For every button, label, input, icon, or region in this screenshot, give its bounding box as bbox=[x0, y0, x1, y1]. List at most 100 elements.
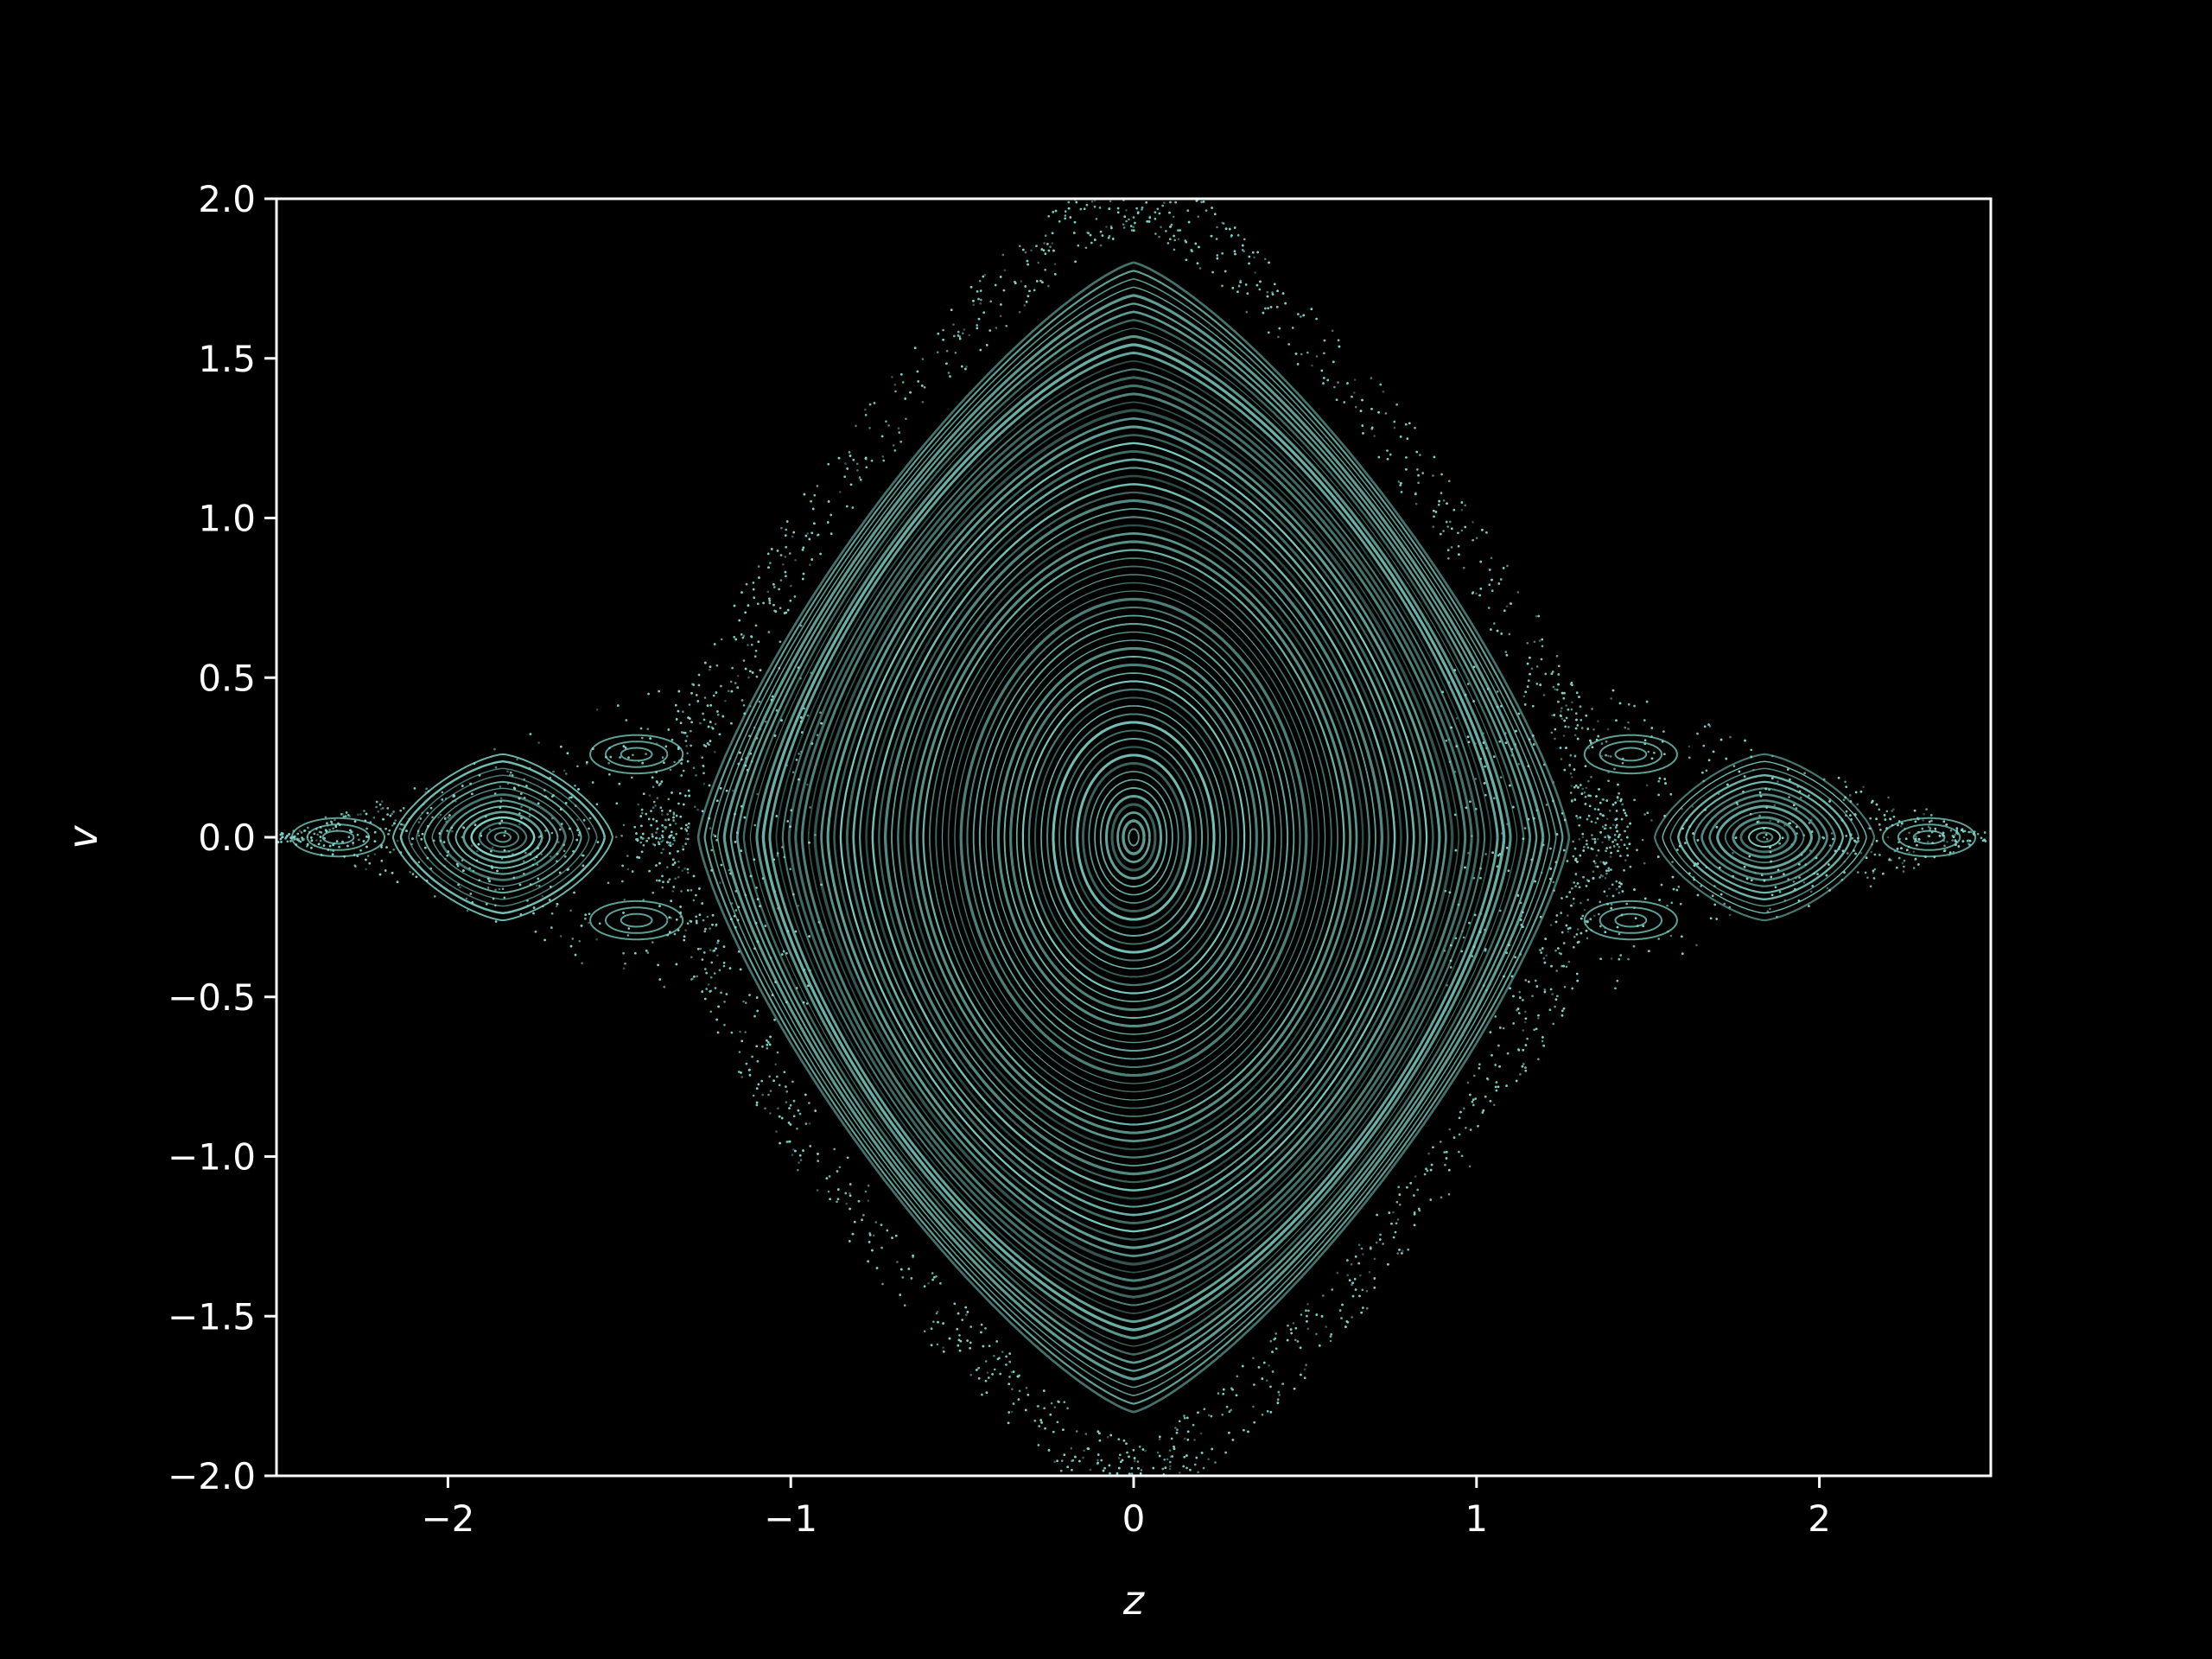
chaotic-sea-point bbox=[734, 890, 738, 893]
chaotic-sea-point bbox=[1393, 420, 1395, 423]
chaotic-sea-point bbox=[1552, 880, 1555, 884]
chaotic-sea-point bbox=[1609, 846, 1611, 849]
chaotic-sea-point bbox=[864, 414, 868, 416]
chaotic-sea-point bbox=[1437, 503, 1440, 506]
chaotic-sea-point bbox=[588, 921, 590, 925]
chaotic-sea-point bbox=[440, 830, 442, 832]
chaotic-sea-point bbox=[779, 640, 782, 643]
chaotic-sea-point bbox=[1544, 672, 1548, 676]
chaotic-sea-point bbox=[585, 762, 588, 766]
chaotic-sea-point bbox=[1624, 830, 1626, 833]
chaotic-sea-point bbox=[316, 833, 319, 836]
chaotic-sea-point bbox=[1862, 785, 1865, 789]
chaotic-sea-point bbox=[734, 925, 737, 929]
chaotic-sea-point bbox=[1523, 827, 1527, 830]
chaotic-sea-point bbox=[1463, 566, 1465, 569]
chaotic-sea-point bbox=[799, 677, 802, 680]
chaotic-sea-point bbox=[1976, 832, 1980, 836]
chaotic-sea-point bbox=[1571, 887, 1573, 890]
chaotic-sea-point bbox=[1705, 769, 1708, 772]
central-island-curve bbox=[865, 474, 1402, 1200]
chaotic-sea-point bbox=[1794, 887, 1796, 891]
chaotic-sea-point bbox=[1832, 837, 1834, 841]
chaotic-sea-point bbox=[663, 825, 666, 829]
chaotic-sea-point bbox=[528, 808, 531, 811]
chaotic-sea-point bbox=[1872, 871, 1875, 874]
chaotic-sea-point bbox=[1777, 780, 1779, 783]
chaotic-sea-point bbox=[1522, 695, 1526, 698]
chaotic-sea-point bbox=[1005, 1363, 1007, 1366]
chaotic-sea-point bbox=[595, 709, 599, 711]
chaotic-sea-point bbox=[318, 830, 321, 834]
chaotic-sea-point bbox=[1700, 885, 1702, 887]
chaotic-sea-point bbox=[769, 957, 772, 959]
chaotic-sea-point bbox=[1898, 837, 1901, 841]
chaotic-sea-point bbox=[1688, 745, 1691, 748]
chaotic-sea-point bbox=[510, 771, 512, 774]
chaotic-sea-point bbox=[1575, 933, 1579, 936]
chaotic-sea-point bbox=[1535, 683, 1539, 685]
chaotic-sea-point bbox=[1583, 846, 1586, 849]
chaotic-sea-point bbox=[715, 664, 719, 667]
chaotic-sea-point bbox=[855, 462, 859, 466]
chaotic-sea-point bbox=[1590, 776, 1592, 779]
chaotic-sea-point bbox=[1186, 209, 1190, 212]
chaotic-sea-point bbox=[1589, 918, 1592, 920]
chaotic-sea-point bbox=[844, 1192, 848, 1195]
chaotic-sea-point bbox=[1702, 744, 1706, 747]
chaotic-sea-point bbox=[1681, 807, 1683, 810]
chaotic-sea-point bbox=[1447, 557, 1450, 560]
chaotic-sea-point bbox=[1591, 834, 1593, 836]
chaotic-sea-point bbox=[870, 459, 874, 462]
chaotic-sea-point bbox=[675, 832, 677, 836]
chaotic-sea-point bbox=[867, 1260, 870, 1263]
chaotic-sea-point bbox=[1236, 234, 1240, 237]
chaotic-sea-point bbox=[465, 897, 468, 900]
chaotic-sea-point bbox=[706, 742, 709, 745]
chaotic-sea-point bbox=[444, 857, 447, 861]
chaotic-sea-point bbox=[1916, 817, 1920, 821]
chaotic-sea-point bbox=[1873, 868, 1877, 871]
chaotic-sea-point bbox=[1601, 874, 1605, 878]
chaotic-sea-point bbox=[981, 1393, 983, 1396]
chaotic-sea-point bbox=[476, 849, 479, 853]
chaotic-sea-point bbox=[930, 1327, 933, 1330]
chaotic-sea-point bbox=[1253, 256, 1255, 259]
chaotic-sea-point bbox=[1618, 792, 1620, 795]
chaotic-sea-point bbox=[1560, 912, 1562, 914]
chaotic-sea-point bbox=[380, 844, 383, 847]
chaotic-sea-point bbox=[791, 1080, 794, 1084]
chaotic-sea-point bbox=[550, 831, 554, 835]
chaotic-sea-point bbox=[685, 745, 688, 747]
chaotic-sea-point bbox=[1625, 847, 1629, 850]
chaotic-sea-point bbox=[978, 279, 982, 283]
chaotic-sea-point bbox=[1199, 1432, 1203, 1435]
chaotic-sea-point bbox=[359, 849, 362, 852]
left-island-curve bbox=[431, 787, 575, 887]
left-island-curve bbox=[462, 810, 543, 864]
chaotic-sea-point bbox=[1154, 211, 1157, 213]
chaotic-sea-point bbox=[559, 935, 563, 938]
chaotic-sea-point bbox=[1471, 538, 1474, 542]
chaotic-sea-point bbox=[1443, 1151, 1446, 1154]
chaotic-sea-point bbox=[1869, 885, 1872, 888]
small-island-curve bbox=[1583, 899, 1678, 941]
small-island-curve bbox=[1912, 830, 1946, 845]
chaotic-sea-point bbox=[1105, 226, 1108, 228]
chaotic-sea-point bbox=[1066, 1407, 1069, 1410]
chaotic-sea-point bbox=[578, 939, 581, 943]
chaotic-sea-point bbox=[822, 928, 824, 931]
chaotic-sea-point bbox=[1173, 238, 1176, 242]
chaotic-sea-point bbox=[1983, 831, 1986, 834]
central-island-curve bbox=[826, 425, 1441, 1249]
chaotic-sea-point bbox=[1395, 1222, 1398, 1225]
chaotic-sea-point bbox=[880, 1246, 883, 1249]
chaotic-sea-point bbox=[1591, 708, 1593, 710]
central-island-curve bbox=[729, 302, 1538, 1372]
chaotic-sea-point bbox=[1930, 814, 1933, 817]
chaotic-sea-point bbox=[793, 595, 797, 598]
chaotic-sea-point bbox=[712, 694, 715, 697]
central-island-curve bbox=[794, 384, 1473, 1291]
chaotic-sea-point bbox=[702, 712, 704, 715]
chaotic-sea-point bbox=[803, 969, 806, 971]
